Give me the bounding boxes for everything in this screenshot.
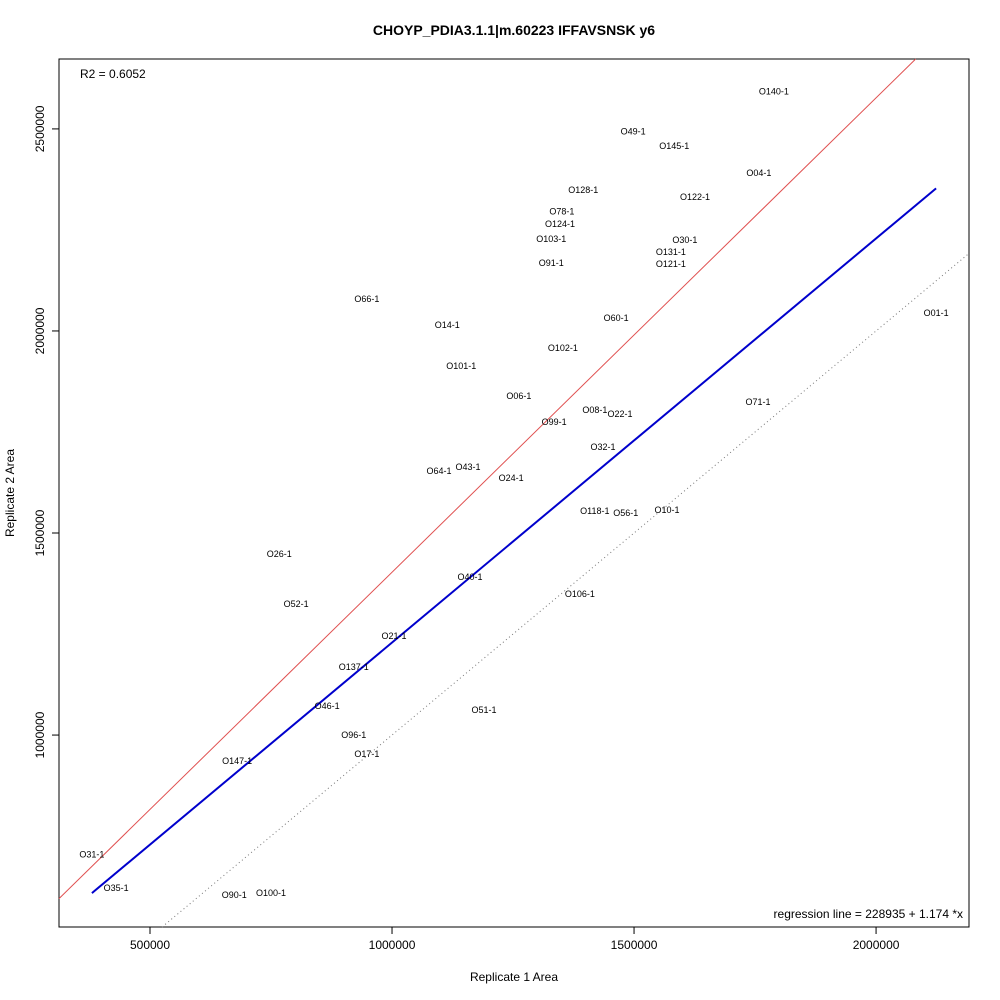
point-label: O08-1 <box>582 405 607 415</box>
point-label: O64-1 <box>426 466 451 476</box>
point-label: O99-1 <box>542 417 567 427</box>
point-label: O14-1 <box>435 320 460 330</box>
point-label: O71-1 <box>745 397 770 407</box>
point-label: O103-1 <box>536 234 566 244</box>
point-label: O118-1 <box>580 506 609 516</box>
plot-frame <box>58 58 970 928</box>
y-tick-label: 2500000 <box>33 105 47 152</box>
point-label: O30-1 <box>672 235 697 245</box>
point-label: O90-1 <box>222 890 247 900</box>
point-label: O21-1 <box>381 631 406 641</box>
point-label: O145-1 <box>659 141 689 151</box>
point-label: O35-1 <box>104 883 129 893</box>
point-label: O17-1 <box>354 749 379 759</box>
point-label: O124-1 <box>545 219 575 229</box>
point-label: O131-1 <box>656 247 686 257</box>
point-label: O140-1 <box>759 87 789 97</box>
x-tick-label: 1500000 <box>611 938 658 952</box>
chart-title: CHOYP_PDIA3.1.1|m.60223 IFFAVSNSK y6 <box>373 22 655 38</box>
point-label: O106-1 <box>565 589 595 599</box>
axes: 500000 1000000 1500000 2000000 1000000 150000… <box>33 105 900 952</box>
regression-line <box>58 58 917 899</box>
point-label: O78-1 <box>549 207 574 217</box>
point-label: O102-1 <box>548 343 578 353</box>
point-label: O147-1 <box>222 756 252 766</box>
point-label: O26-1 <box>267 549 292 559</box>
point-label: O32-1 <box>591 442 616 452</box>
x-tick-label: 500000 <box>130 938 170 952</box>
y-tick-label: 1500000 <box>33 509 47 556</box>
point-label: O52-1 <box>284 599 309 609</box>
point-label: O46-1 <box>315 701 340 711</box>
point-label: O100-1 <box>256 888 286 898</box>
point-label: O56-1 <box>613 508 638 518</box>
x-tick-label: 1000000 <box>369 938 416 952</box>
point-label: O43-1 <box>456 462 481 472</box>
point-label: O31-1 <box>79 849 104 859</box>
point-label: O04-1 <box>746 168 771 178</box>
x-tick-label: 2000000 <box>853 938 900 952</box>
lines-layer <box>58 58 970 928</box>
offset-identity-line <box>91 187 937 894</box>
point-label: O60-1 <box>604 313 629 323</box>
point-label: O66-1 <box>354 294 379 304</box>
point-label: O128-1 <box>568 185 598 195</box>
point-label: O137-1 <box>339 662 369 672</box>
x-axis-label: Replicate 1 Area <box>470 970 558 984</box>
r2-annotation: R2 = 0.6052 <box>80 67 146 81</box>
y-tick-label: 1000000 <box>33 711 47 758</box>
point-label: O22-1 <box>607 409 632 419</box>
point-label: O101-1 <box>446 361 476 371</box>
point-label: O121-1 <box>656 259 686 269</box>
regression-annotation: regression line = 228935 + 1.174 *x <box>774 907 963 921</box>
point-label: O91-1 <box>539 258 564 268</box>
point-label: O122-1 <box>680 192 710 202</box>
point-label: O49-1 <box>621 127 646 137</box>
points-layer: O140-1 O49-1 O145-1 O04-1 O128-1 O122-1 O78-1 O… <box>79 87 948 900</box>
point-label: O40-1 <box>457 572 482 582</box>
point-label: O24-1 <box>499 473 524 483</box>
point-label: O51-1 <box>471 705 496 715</box>
y-tick-label: 2000000 <box>33 307 47 354</box>
point-label: O01-1 <box>924 308 949 318</box>
point-label: O06-1 <box>506 391 531 401</box>
point-label: O96-1 <box>341 730 366 740</box>
y-axis-label: Replicate 2 Area <box>3 449 17 537</box>
point-label: O10-1 <box>654 505 679 515</box>
